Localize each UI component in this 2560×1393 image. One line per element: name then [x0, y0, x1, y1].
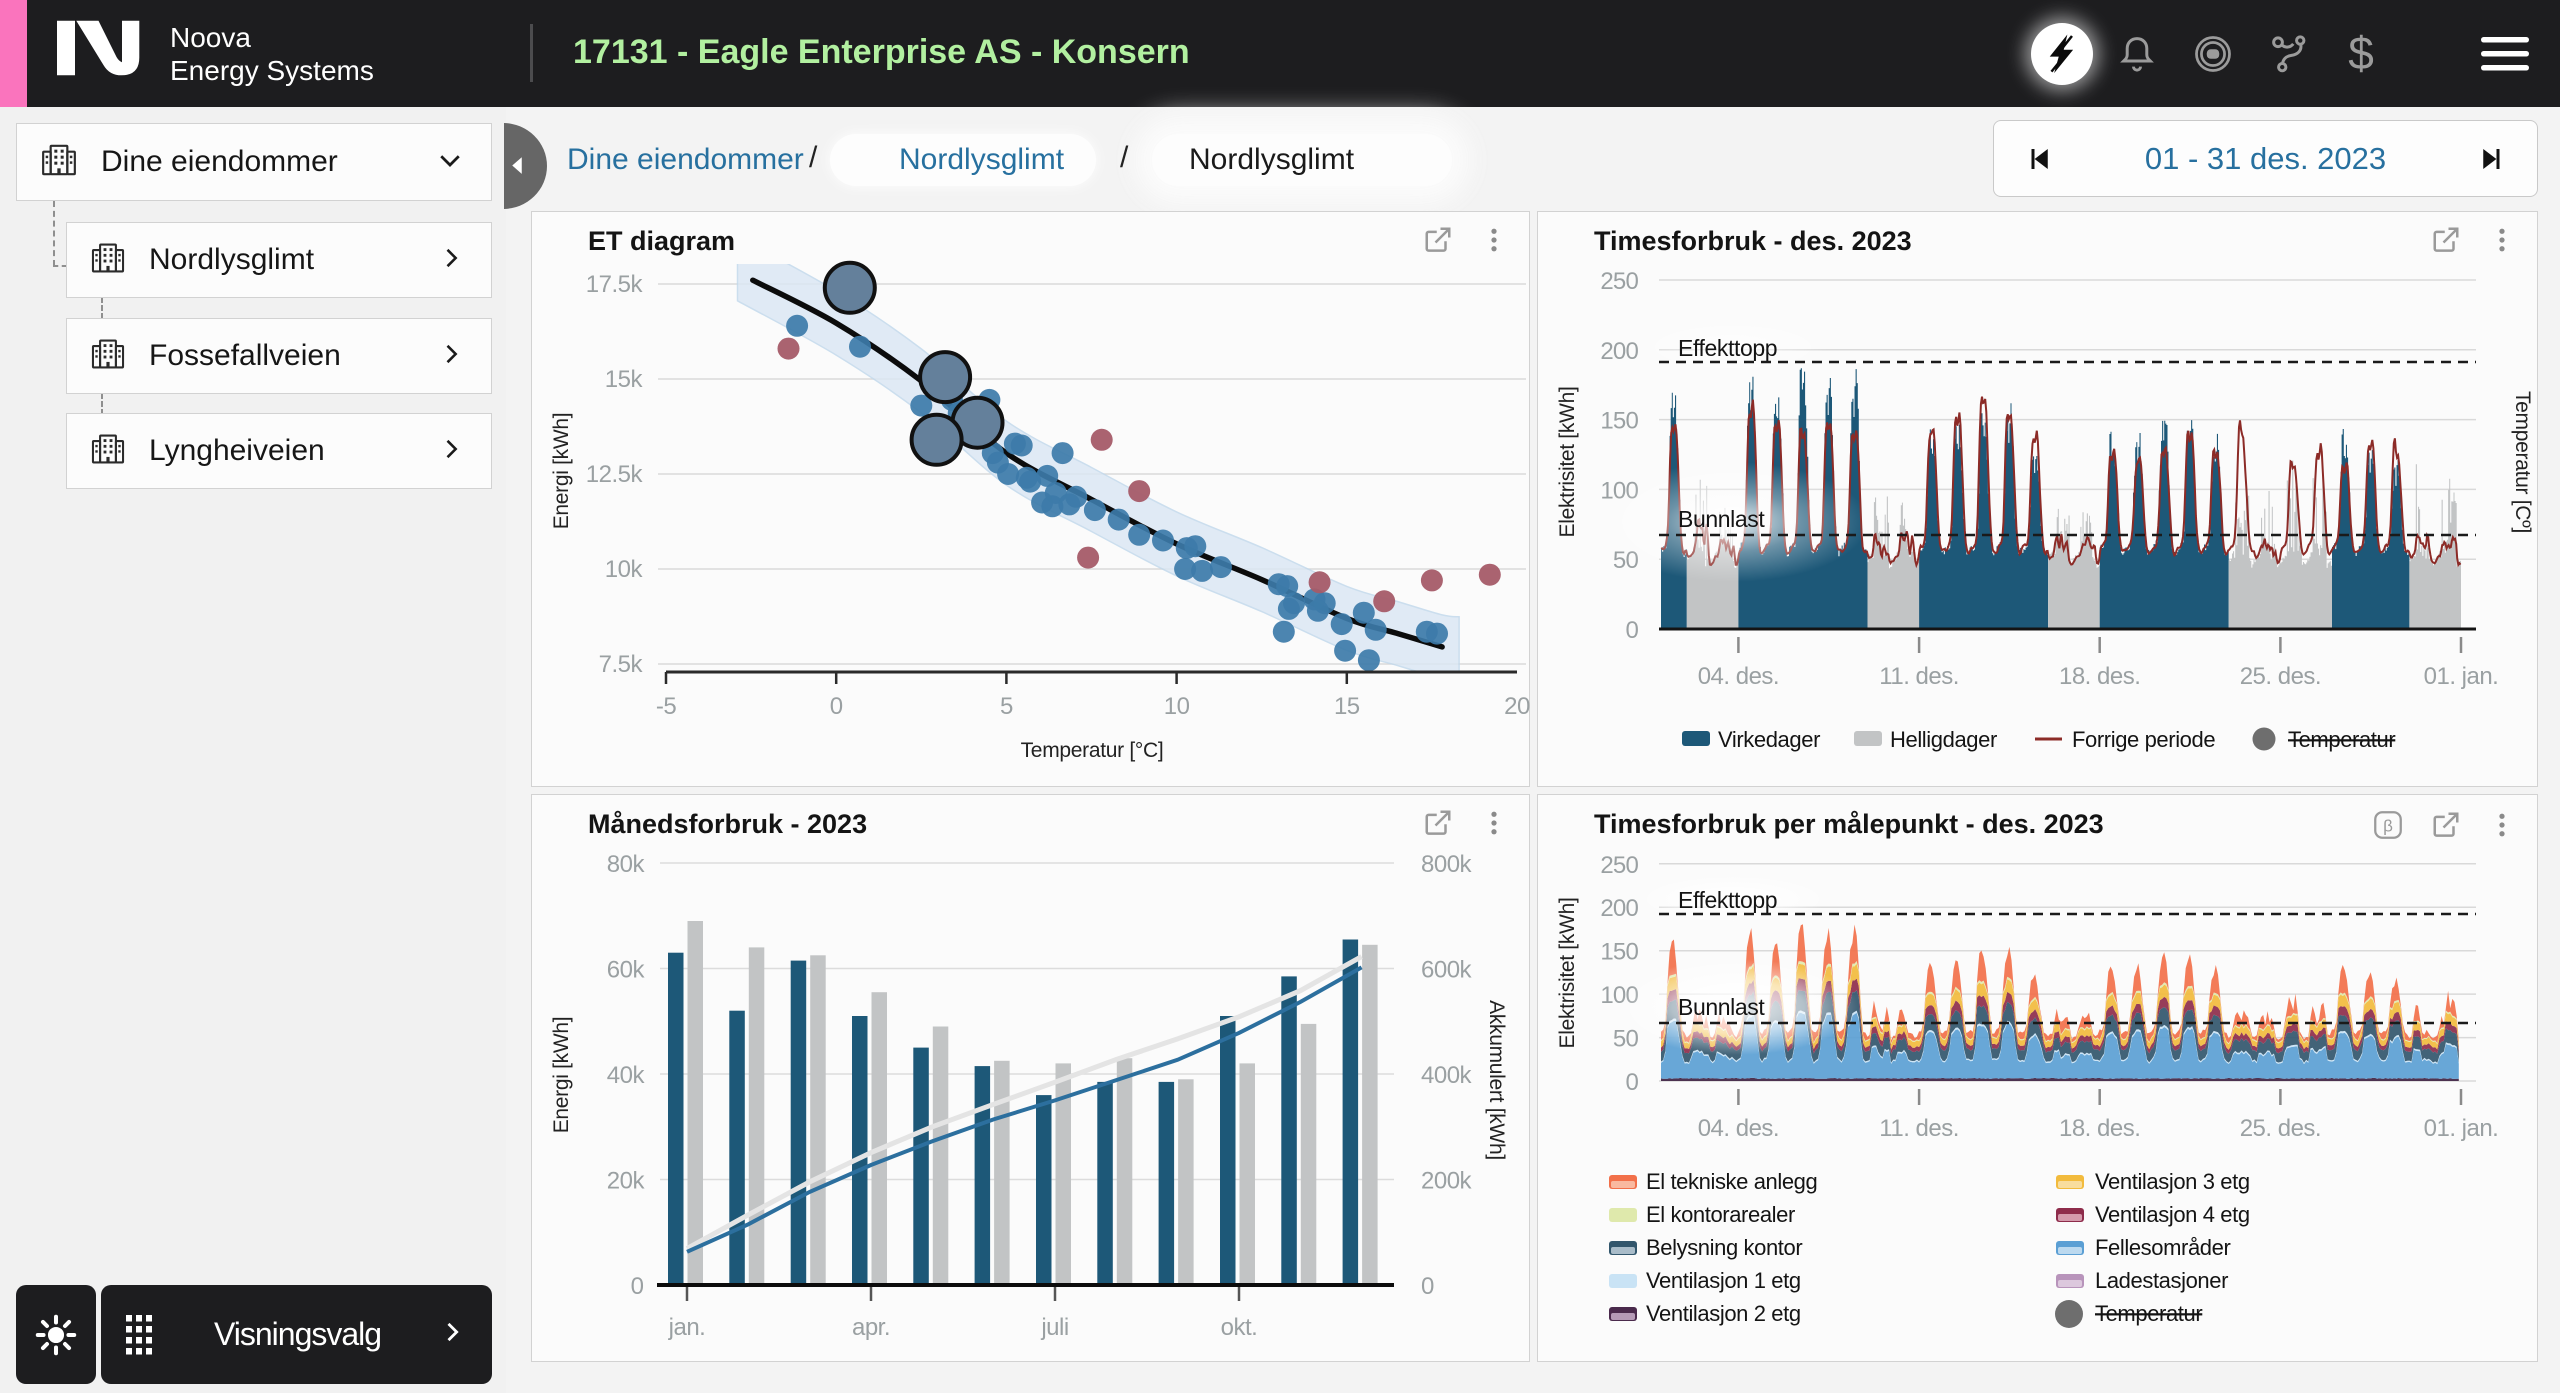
svg-text:20k: 20k — [607, 1168, 646, 1195]
svg-text:25. des.: 25. des. — [2240, 1115, 2321, 1142]
svg-text:Fellesområder: Fellesområder — [2095, 1235, 2230, 1260]
svg-text:18. des.: 18. des. — [2059, 1115, 2140, 1142]
svg-text:20: 20 — [1504, 693, 1530, 720]
svg-text:0: 0 — [1625, 617, 1638, 644]
svg-text:Energi [kWh]: Energi [kWh] — [550, 413, 573, 530]
svg-text:0: 0 — [830, 693, 843, 720]
svg-text:Elektrisitet [kWh]: Elektrisitet [kWh] — [1556, 898, 1579, 1049]
svg-text:18. des.: 18. des. — [2059, 663, 2140, 690]
svg-text:40k: 40k — [607, 1062, 646, 1089]
svg-text:04. des.: 04. des. — [1698, 1115, 1779, 1142]
svg-text:15: 15 — [1334, 693, 1360, 720]
svg-text:11. des.: 11. des. — [1879, 663, 1959, 690]
svg-text:15k: 15k — [605, 366, 644, 393]
svg-text:Temperatur: Temperatur — [2288, 727, 2395, 752]
svg-text:Bunnlast: Bunnlast — [1678, 994, 1765, 1020]
svg-text:0: 0 — [1421, 1273, 1434, 1300]
svg-text:0: 0 — [1625, 1069, 1638, 1096]
svg-text:Ventilasjon 3 etg: Ventilasjon 3 etg — [2095, 1169, 2250, 1194]
svg-text:400k: 400k — [1421, 1062, 1473, 1089]
svg-text:β: β — [2383, 816, 2393, 835]
svg-text:Effekttopp: Effekttopp — [1678, 335, 1777, 361]
svg-text:jan.: jan. — [668, 1314, 706, 1341]
svg-text:okt.: okt. — [1221, 1314, 1258, 1341]
svg-text:04. des.: 04. des. — [1698, 663, 1779, 690]
svg-text:11. des.: 11. des. — [1879, 1115, 1959, 1142]
svg-text:150: 150 — [1600, 408, 1638, 435]
svg-text:Energi [kWh]: Energi [kWh] — [550, 1017, 573, 1134]
svg-text:Akkumulert [kWh]: Akkumulert [kWh] — [1485, 1000, 1508, 1160]
svg-text:apr.: apr. — [852, 1314, 890, 1341]
svg-text:60k: 60k — [607, 957, 646, 984]
svg-text:El kontorarealer: El kontorarealer — [1646, 1202, 1795, 1227]
svg-text:Virkedager: Virkedager — [1718, 727, 1820, 752]
svg-text:Elektrisitet [kWh]: Elektrisitet [kWh] — [1556, 387, 1579, 538]
svg-text:01. jan.: 01. jan. — [2424, 663, 2499, 690]
svg-text:Forrige periode: Forrige periode — [2072, 727, 2215, 752]
svg-text:Temperatur: Temperatur — [2095, 1301, 2202, 1326]
svg-text:250: 250 — [1600, 268, 1638, 295]
svg-text:25. des.: 25. des. — [2240, 663, 2321, 690]
svg-text:Ventilasjon 2 etg: Ventilasjon 2 etg — [1646, 1301, 1801, 1326]
svg-text:0: 0 — [631, 1273, 644, 1300]
svg-text:200k: 200k — [1421, 1168, 1473, 1195]
svg-text:Effekttopp: Effekttopp — [1678, 887, 1777, 913]
svg-text:Temperatur [Cº]: Temperatur [Cº] — [2511, 391, 2534, 533]
svg-text:$: $ — [2348, 27, 2374, 79]
svg-text:-5: -5 — [656, 693, 676, 720]
svg-text:Ventilasjon 1 etg: Ventilasjon 1 etg — [1646, 1268, 1801, 1293]
svg-text:150: 150 — [1600, 939, 1638, 966]
svg-text:Ventilasjon 4 etg: Ventilasjon 4 etg — [2095, 1202, 2250, 1227]
svg-text:200: 200 — [1600, 895, 1638, 922]
svg-text:80k: 80k — [607, 851, 646, 878]
svg-text:01. jan.: 01. jan. — [2424, 1115, 2499, 1142]
svg-text:Temperatur [°C]: Temperatur [°C] — [1021, 739, 1164, 762]
svg-text:17.5k: 17.5k — [586, 271, 644, 298]
svg-text:7.5k: 7.5k — [599, 651, 644, 678]
svg-text:Belysning kontor: Belysning kontor — [1646, 1235, 1802, 1260]
svg-text:juli: juli — [1040, 1314, 1068, 1341]
svg-text:Ladestasjoner: Ladestasjoner — [2095, 1268, 2228, 1293]
svg-text:5: 5 — [1000, 693, 1013, 720]
svg-text:Bunnlast: Bunnlast — [1678, 506, 1765, 532]
svg-text:10k: 10k — [605, 556, 644, 583]
svg-text:800k: 800k — [1421, 851, 1473, 878]
svg-text:10: 10 — [1164, 693, 1190, 720]
svg-text:250: 250 — [1600, 852, 1638, 879]
svg-text:El tekniske anlegg: El tekniske anlegg — [1646, 1169, 1817, 1194]
svg-text:200: 200 — [1600, 338, 1638, 365]
svg-text:12.5k: 12.5k — [586, 461, 644, 488]
svg-text:Helligdager: Helligdager — [1890, 727, 1997, 752]
svg-text:600k: 600k — [1421, 957, 1473, 984]
